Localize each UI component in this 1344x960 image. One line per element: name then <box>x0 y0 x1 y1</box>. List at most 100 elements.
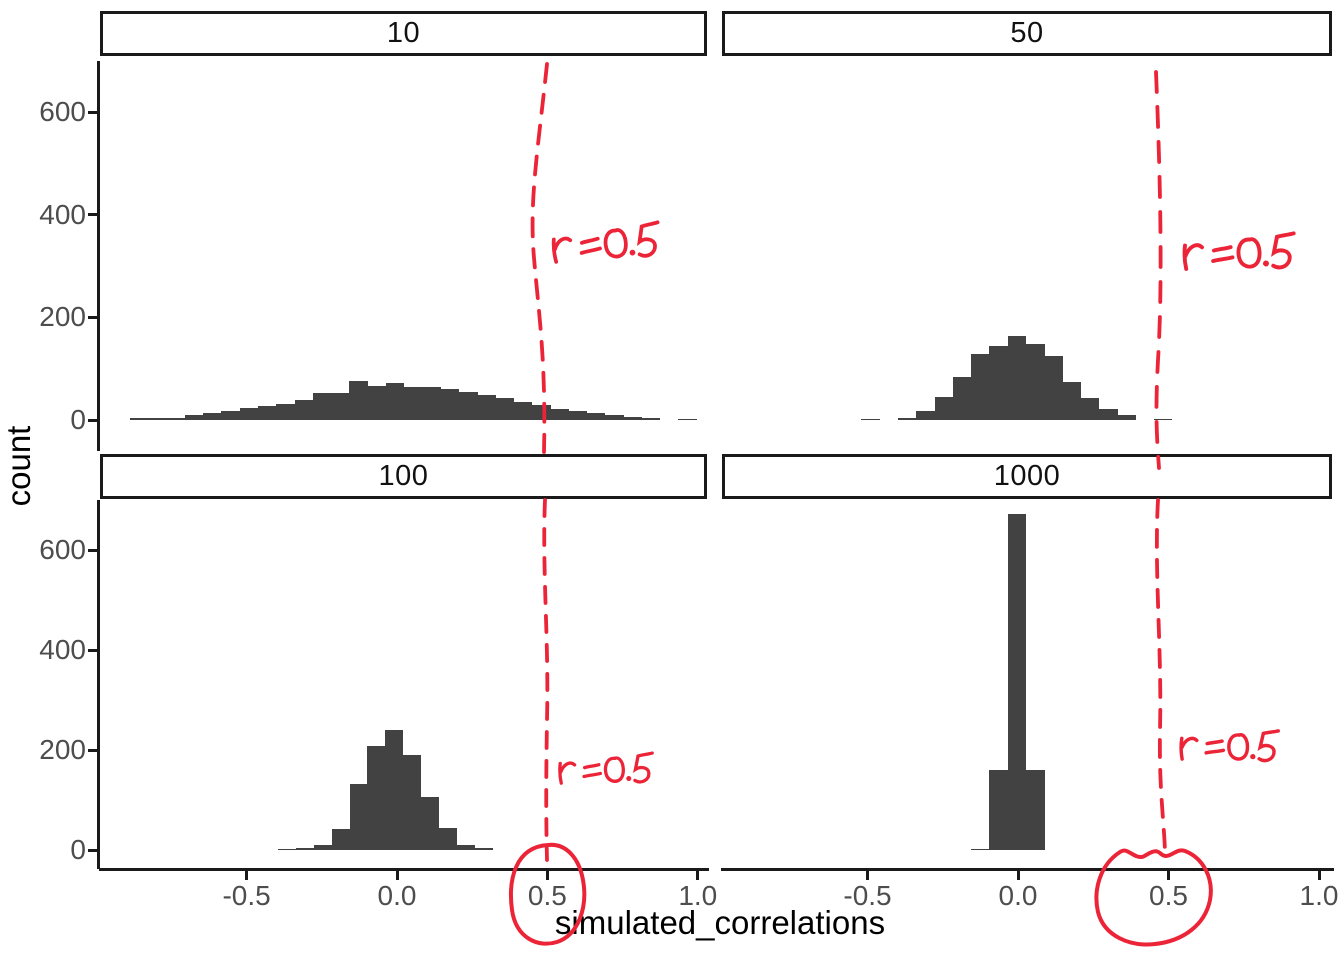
histogram-bar <box>989 769 1009 850</box>
vline-r05-dashed-1000 <box>1154 498 1167 854</box>
histogram-bar <box>349 783 368 850</box>
facet-label: 10 <box>386 17 421 49</box>
y-tick-label: 0 <box>70 404 86 435</box>
histogram-bar <box>971 354 990 420</box>
histogram-bar <box>477 395 496 420</box>
y-axis-line <box>97 61 100 451</box>
handwriting-stroke <box>582 771 603 779</box>
histogram-bar <box>952 376 972 420</box>
histogram-bar <box>1007 336 1027 420</box>
histogram-bar <box>166 418 186 420</box>
handwriting-stroke <box>1257 731 1276 763</box>
histogram-bar <box>1025 343 1045 420</box>
handwriting-stroke <box>637 224 657 258</box>
x-tick-mark <box>1167 871 1170 880</box>
handwriting-dot <box>626 776 632 782</box>
x-tick-label: 0.5 <box>527 880 567 911</box>
histogram-bar <box>1098 409 1118 420</box>
histogram-bar <box>331 828 350 850</box>
x-tick-label: 0.0 <box>377 880 417 911</box>
histogram-bar <box>440 389 460 420</box>
handwriting-stroke <box>603 228 628 259</box>
y-tick-mark <box>88 110 97 114</box>
histogram-bar <box>1026 769 1045 850</box>
histogram-bar <box>898 418 917 420</box>
handwriting-stroke <box>639 220 660 229</box>
x-tick-mark <box>866 871 869 880</box>
handwriting-stroke <box>1180 736 1199 750</box>
y-tick-mark <box>88 548 97 552</box>
y-tick-mark <box>88 648 97 652</box>
x-tick-label: -0.5 <box>222 880 271 911</box>
histogram-bar <box>550 408 569 420</box>
handwriting-stroke <box>1275 231 1296 239</box>
histogram-bar <box>294 400 314 420</box>
y-tick-mark <box>88 418 97 422</box>
histogram-bar <box>458 392 478 420</box>
x-tick-label: 0.0 <box>998 880 1038 911</box>
histogram-bar <box>312 393 332 420</box>
handwriting-stroke <box>1182 243 1189 271</box>
y-tick-label: 600 <box>39 534 86 565</box>
histogram-bar <box>934 396 954 420</box>
x-axis-title: simulated_correlations <box>554 904 886 941</box>
histogram-bar <box>148 418 168 420</box>
y-tick-label: 400 <box>39 198 86 230</box>
histogram-bar <box>404 387 423 420</box>
handwriting-stroke <box>558 761 563 785</box>
y-tick-mark <box>88 848 97 852</box>
histogram-bar <box>203 412 222 420</box>
histogram-bar <box>130 418 149 420</box>
handwritten-r05-label-10 <box>551 220 660 264</box>
histogram-bar <box>1044 356 1063 420</box>
handwriting-stroke <box>552 236 573 252</box>
histogram-bar <box>1080 397 1100 420</box>
y-tick-label: 400 <box>39 634 86 665</box>
histogram-bar <box>604 415 624 420</box>
histogram-bar <box>970 848 990 850</box>
handwriting-stroke <box>1205 739 1224 746</box>
histogram-bar <box>513 402 533 420</box>
vline-r05-dashed-100 <box>542 498 550 862</box>
histogram-bar <box>438 827 457 850</box>
histogram-bar <box>276 403 295 420</box>
facet-label: 1000 <box>993 460 1061 492</box>
histogram-bar <box>258 405 277 420</box>
histogram-bar <box>184 414 204 420</box>
histogram-bar <box>677 418 697 420</box>
histogram-bar <box>385 730 404 850</box>
handwriting-stroke <box>1183 243 1204 258</box>
histogram-bar <box>456 844 475 850</box>
histogram-bar <box>1153 418 1173 420</box>
histogram-bar <box>367 746 386 850</box>
handwritten-r05-label-100 <box>558 751 654 785</box>
histogram-bar <box>1007 514 1027 850</box>
facet-strip-1000: 1000 <box>722 454 1332 499</box>
handwriting-dot <box>1250 754 1256 760</box>
histogram-bar <box>331 393 350 420</box>
histogram-bar <box>278 848 297 850</box>
x-tick-mark <box>245 871 249 880</box>
histogram-bar <box>586 413 606 420</box>
handwritten-r05-label-50 <box>1182 231 1296 271</box>
handwriting-stroke <box>583 763 601 770</box>
handwriting-stroke <box>636 751 654 758</box>
x-tick-mark <box>1016 871 1020 880</box>
vline-r05-dashed-50 <box>1154 70 1163 470</box>
histogram-bar <box>385 382 405 420</box>
x-axis-line <box>721 868 1334 871</box>
handwriting-stroke <box>1236 237 1262 269</box>
histogram-bar <box>641 418 661 420</box>
vline-r05-dashed-10 <box>530 62 549 454</box>
x-tick-label: 1.0 <box>1299 880 1339 911</box>
x-tick-mark <box>545 871 549 880</box>
histogram-bar <box>349 380 368 420</box>
handwriting-stroke <box>1271 234 1292 270</box>
y-tick-label: 200 <box>39 734 86 765</box>
facet-strip-10: 10 <box>100 11 707 56</box>
facet-strip-50: 50 <box>722 11 1332 56</box>
handwriting-stroke <box>1227 733 1250 761</box>
handwriting-stroke <box>603 756 625 783</box>
handwriting-stroke <box>559 761 577 774</box>
